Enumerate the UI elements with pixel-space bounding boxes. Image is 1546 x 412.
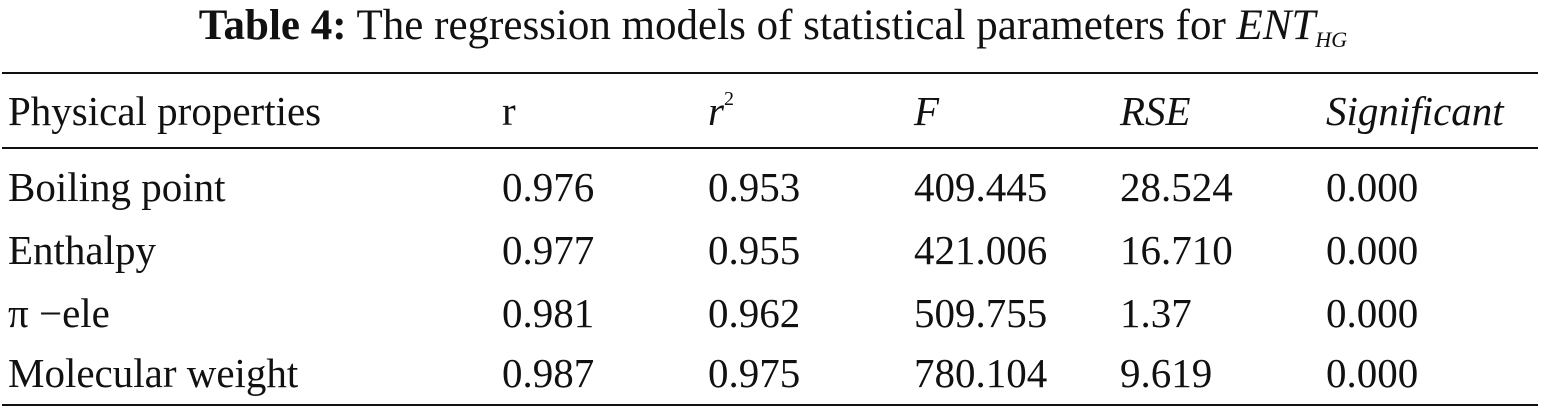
cell-f: 509.755 <box>914 290 1048 336</box>
table-header-row: Physical properties r r2 F RSE Significa… <box>0 82 1546 140</box>
caption-symbol: ENT <box>1236 2 1316 49</box>
table-row: Enthalpy 0.977 0.955 421.006 16.710 0.00… <box>0 221 1546 279</box>
header-r-squared-exponent: 2 <box>723 88 734 110</box>
table-row: Molecular weight 0.987 0.975 780.104 9.6… <box>0 344 1546 402</box>
cell-property: π −ele <box>8 290 110 336</box>
cell-rse: 1.37 <box>1120 290 1192 336</box>
cell-f: 780.104 <box>914 350 1048 396</box>
cell-rse: 16.710 <box>1120 227 1233 273</box>
header-rule <box>2 147 1538 149</box>
caption-subscript: HG <box>1315 27 1348 52</box>
bottom-rule <box>2 404 1538 406</box>
cell-r: 0.977 <box>502 227 595 273</box>
table-caption: Table 4: The regression models of statis… <box>0 2 1546 52</box>
cell-significant: 0.000 <box>1326 290 1419 336</box>
cell-r-squared: 0.962 <box>708 290 801 336</box>
table-row: Boiling point 0.976 0.953 409.445 28.524… <box>0 158 1546 216</box>
cell-r-squared: 0.953 <box>708 164 801 210</box>
top-rule <box>2 72 1538 74</box>
cell-property: Enthalpy <box>8 227 157 273</box>
cell-rse: 9.619 <box>1120 350 1213 396</box>
cell-r-squared: 0.955 <box>708 227 801 273</box>
table-row: π −ele 0.981 0.962 509.755 1.37 0.000 <box>0 284 1546 342</box>
header-f: F <box>914 88 940 134</box>
cell-r-squared: 0.975 <box>708 350 801 396</box>
header-r: r <box>502 88 516 134</box>
cell-f: 421.006 <box>914 227 1048 273</box>
cell-significant: 0.000 <box>1326 350 1419 396</box>
caption-text: The regression models of statistical par… <box>356 2 1226 49</box>
cell-r: 0.981 <box>502 290 595 336</box>
header-r-squared: r2 <box>708 82 734 140</box>
table-label: Table 4: <box>198 2 347 49</box>
cell-r: 0.976 <box>502 164 595 210</box>
cell-f: 409.445 <box>914 164 1048 210</box>
header-r-squared-base: r <box>708 88 724 134</box>
cell-property: Boiling point <box>8 164 226 210</box>
header-physical-properties: Physical properties <box>8 88 322 134</box>
header-significant: Significant <box>1326 88 1504 134</box>
cell-significant: 0.000 <box>1326 227 1419 273</box>
header-rse: RSE <box>1120 88 1191 134</box>
cell-r: 0.987 <box>502 350 595 396</box>
cell-rse: 28.524 <box>1120 164 1233 210</box>
cell-significant: 0.000 <box>1326 164 1419 210</box>
cell-property: Molecular weight <box>8 350 299 396</box>
